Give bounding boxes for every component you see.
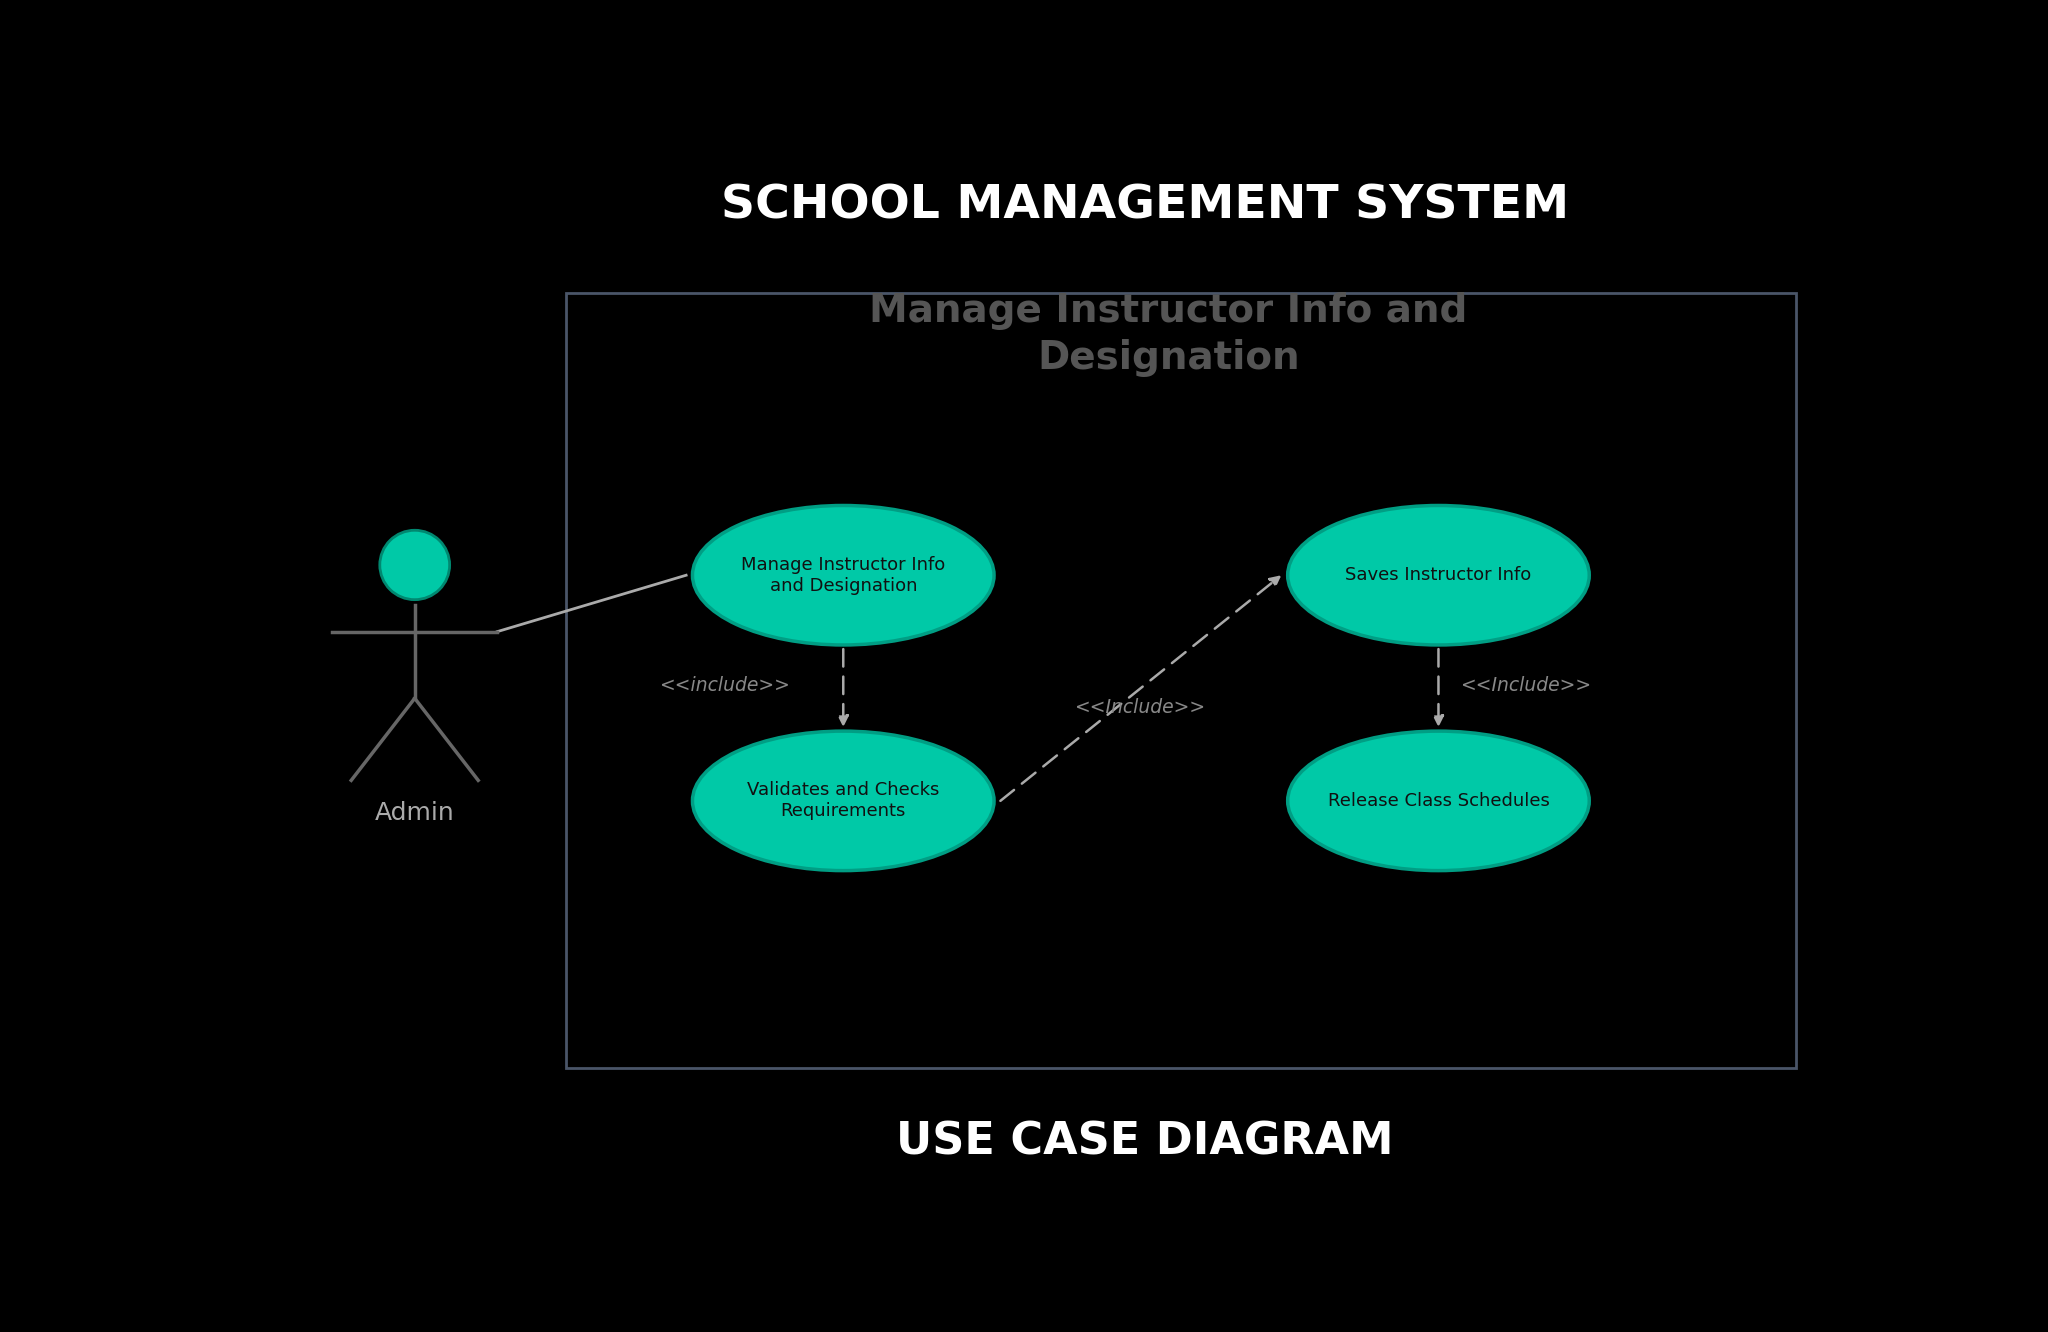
Text: Validates and Checks
Requirements: Validates and Checks Requirements <box>748 782 940 821</box>
Text: Release Class Schedules: Release Class Schedules <box>1327 791 1550 810</box>
Ellipse shape <box>1288 505 1589 645</box>
Text: Admin: Admin <box>375 801 455 825</box>
Bar <box>565 293 1796 1067</box>
Text: <<Include>>: <<Include>> <box>1460 677 1591 695</box>
Text: Saves Instructor Info: Saves Instructor Info <box>1346 566 1532 585</box>
Text: USE CASE DIAGRAM: USE CASE DIAGRAM <box>897 1122 1393 1164</box>
Ellipse shape <box>692 505 993 645</box>
Ellipse shape <box>1288 731 1589 871</box>
Text: Manage Instructor Info and
Designation: Manage Instructor Info and Designation <box>870 292 1468 377</box>
Text: SCHOOL MANAGEMENT SYSTEM: SCHOOL MANAGEMENT SYSTEM <box>721 184 1569 229</box>
Ellipse shape <box>379 530 451 599</box>
Text: <<Include>>: <<Include>> <box>1075 698 1206 717</box>
Text: Manage Instructor Info
and Designation: Manage Instructor Info and Designation <box>741 555 946 594</box>
Ellipse shape <box>692 731 993 871</box>
Text: <<include>>: <<include>> <box>659 677 791 695</box>
